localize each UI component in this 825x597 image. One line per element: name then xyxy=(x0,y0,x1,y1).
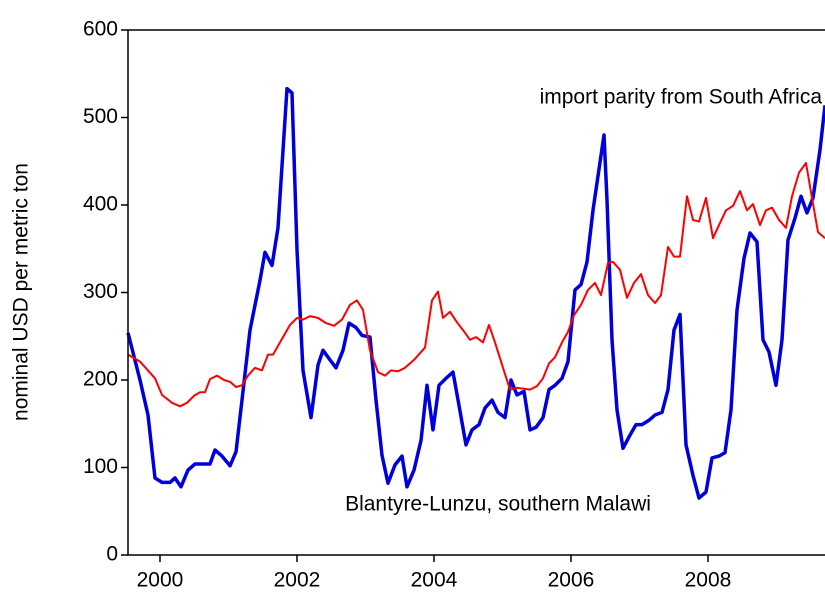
y-tick-label: 100 xyxy=(83,455,118,478)
y-tick-label: 500 xyxy=(83,105,118,128)
series-label: Blantyre-Lunzu, southern Malawi xyxy=(345,493,651,516)
plot-frame xyxy=(127,29,825,556)
x-tick-label: 2002 xyxy=(274,569,321,592)
y-tick-label: 400 xyxy=(83,193,118,216)
y-tick-label: 0 xyxy=(106,543,118,566)
series-label: import parity from South Africa xyxy=(540,86,823,109)
series-line xyxy=(126,86,825,500)
x-tick-label: 2006 xyxy=(548,569,595,592)
series-line xyxy=(127,162,825,408)
x-tick-label: 2008 xyxy=(685,569,732,592)
x-tick-label: 2004 xyxy=(411,569,458,592)
y-axis-label: nominal USD per metric ton xyxy=(10,163,33,421)
x-tick-label: 2000 xyxy=(137,569,184,592)
y-tick-label: 300 xyxy=(83,280,118,303)
y-tick-label: 200 xyxy=(83,368,118,391)
y-tick-label: 600 xyxy=(83,18,118,41)
